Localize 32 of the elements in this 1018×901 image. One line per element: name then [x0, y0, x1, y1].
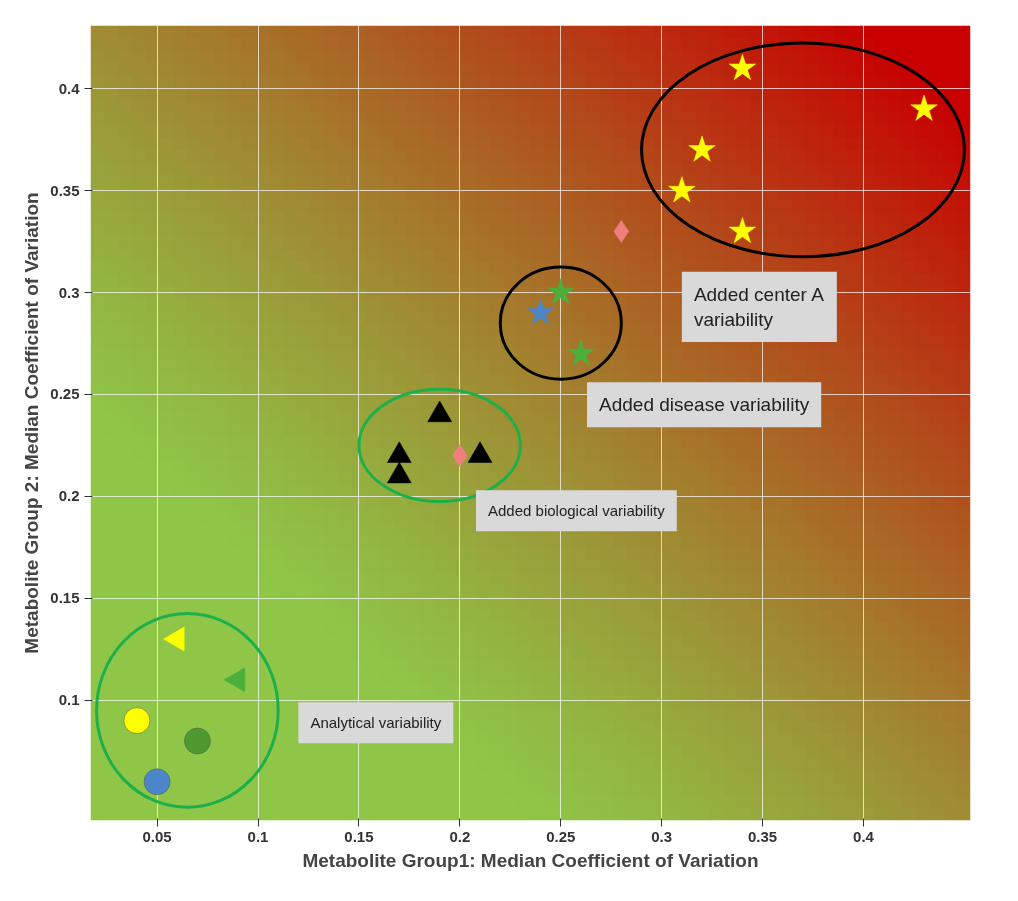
point [728, 54, 756, 80]
annotation: Analytical variability [310, 714, 442, 732]
y-tick-label: 0.25 [50, 385, 80, 403]
point [527, 298, 555, 325]
x-tick-label: 0.2 [449, 827, 471, 845]
x-tick-label: 0.15 [344, 827, 374, 845]
point [547, 278, 575, 305]
x-axis-title: Metabolite Group1: Median Coefficient of Variation [302, 849, 759, 871]
x-tick-label: 0.35 [748, 827, 778, 845]
point [567, 339, 595, 366]
x-tick-label: 0.05 [142, 827, 172, 845]
point [668, 176, 696, 203]
y-tick-label: 0.4 [58, 79, 81, 97]
x-tick-label: 0.4 [853, 827, 875, 845]
annotation: Added biological variability [488, 502, 666, 520]
annotation: Added disease variability [599, 394, 810, 416]
y-axis-title: Metabolite Group 2: Median Coefficient of Variation [21, 192, 43, 654]
x-tick-label: 0.3 [651, 827, 673, 845]
point [123, 707, 151, 734]
point [184, 727, 211, 755]
x-tick-label: 0.1 [247, 827, 269, 845]
point [143, 768, 171, 795]
y-tick-label: 0.1 [58, 691, 80, 709]
y-tick-label: 0.15 [50, 589, 80, 607]
annotation: Added center A variability [693, 283, 825, 330]
x-tick-label: 0.25 [546, 827, 576, 845]
point [688, 135, 716, 162]
y-tick-label: 0.2 [58, 487, 80, 505]
point [910, 94, 938, 121]
point [728, 217, 756, 243]
y-tick-label: 0.35 [50, 181, 80, 199]
y-tick-label: 0.3 [58, 283, 80, 301]
